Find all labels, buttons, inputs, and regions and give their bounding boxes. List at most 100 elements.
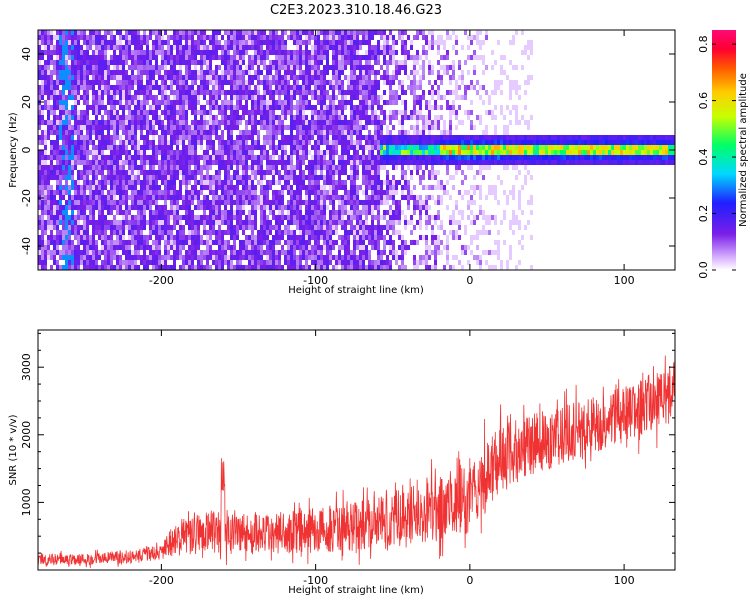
spectrogram-cell bbox=[275, 135, 278, 140]
spectrogram-cell bbox=[278, 70, 281, 75]
spectrogram-cell bbox=[167, 100, 170, 105]
spectrogram-cell bbox=[269, 180, 272, 185]
spectrogram-cell bbox=[239, 35, 242, 40]
spectrogram-cell bbox=[278, 180, 281, 185]
spectrogram-cell bbox=[47, 225, 50, 230]
spectrogram-cell bbox=[305, 135, 308, 140]
spectrogram-cell bbox=[293, 40, 296, 45]
spectrogram-cell bbox=[146, 160, 149, 165]
spectrogram-cell bbox=[359, 250, 362, 255]
spectrogram-cell bbox=[53, 235, 56, 240]
spectrogram-cell bbox=[230, 225, 233, 230]
spectrogram-cell bbox=[251, 195, 254, 200]
spectrogram-cell bbox=[80, 45, 83, 50]
spectrogram-cell bbox=[194, 95, 197, 100]
spectrogram-cell bbox=[362, 160, 365, 165]
spectrogram-cell bbox=[122, 130, 125, 135]
spectrogram-cell bbox=[59, 205, 62, 210]
spectrogram-cell bbox=[386, 100, 389, 105]
spectrogram-cell bbox=[308, 230, 311, 235]
spectrogram-cell bbox=[188, 190, 191, 195]
spectrogram-cell bbox=[332, 255, 335, 260]
spectrogram-cell bbox=[146, 255, 149, 260]
spectrogram-cell bbox=[155, 255, 158, 260]
spectrogram-cell bbox=[107, 60, 110, 65]
spectrogram-cell bbox=[362, 65, 365, 70]
spectrogram-cell bbox=[47, 85, 50, 90]
spectrogram-cell bbox=[149, 205, 152, 210]
spectrogram-cell bbox=[44, 155, 47, 160]
spectrogram-cell bbox=[149, 50, 152, 55]
spectrogram-cell bbox=[191, 135, 194, 140]
spectrogram-cell bbox=[50, 265, 53, 270]
spectrogram-cell bbox=[137, 125, 140, 130]
spectrogram-cell bbox=[323, 55, 326, 60]
spectrogram-cell bbox=[383, 160, 386, 165]
spectrogram-cell bbox=[275, 240, 278, 245]
spectrogram-cell bbox=[161, 195, 164, 200]
spectrogram-cell bbox=[155, 40, 158, 45]
spectrogram-cell bbox=[143, 190, 146, 195]
spectrogram-cell bbox=[317, 95, 320, 100]
spectrogram-cell bbox=[275, 30, 278, 35]
spectrogram-cell bbox=[173, 260, 176, 265]
spectrogram-cell bbox=[164, 75, 167, 80]
spectrogram-cell bbox=[332, 160, 335, 165]
spectrogram-cell bbox=[89, 200, 92, 205]
spectrogram-cell bbox=[308, 245, 311, 250]
spectrogram-cell bbox=[233, 35, 236, 40]
spectrogram-cell bbox=[53, 245, 56, 250]
spectrogram-cell bbox=[161, 215, 164, 220]
spectrogram-cell bbox=[98, 40, 101, 45]
spectrogram-cell bbox=[239, 210, 242, 215]
spectrogram-cell bbox=[71, 255, 74, 260]
spectrogram-cell bbox=[65, 210, 68, 215]
spectrogram-cell bbox=[113, 130, 116, 135]
spectrogram-cell bbox=[77, 115, 80, 120]
spectrogram-cell bbox=[308, 175, 311, 180]
spectrogram-cell bbox=[68, 115, 71, 120]
spectrogram-cell bbox=[329, 200, 332, 205]
spectrogram-cell bbox=[290, 175, 293, 180]
spectrogram-cell bbox=[101, 250, 104, 255]
spectrogram-cell bbox=[59, 80, 62, 85]
spectrogram-cell bbox=[44, 250, 47, 255]
spectrogram-cell bbox=[167, 105, 170, 110]
spectrogram-cell bbox=[329, 260, 332, 265]
spectrogram-cell bbox=[131, 135, 134, 140]
spectrogram-cell bbox=[242, 40, 245, 45]
spectrogram-cell bbox=[137, 230, 140, 235]
spectrogram-cell bbox=[380, 225, 383, 230]
spectrogram-cell bbox=[239, 80, 242, 85]
spectrogram-cell bbox=[350, 140, 353, 145]
spectrogram-cell bbox=[245, 50, 248, 55]
spectrogram-cell bbox=[155, 260, 158, 265]
spectrogram-cell bbox=[362, 100, 365, 105]
spectrogram-cell bbox=[239, 225, 242, 230]
spectrogram-cell bbox=[323, 65, 326, 70]
spectrogram-cell bbox=[59, 125, 62, 130]
spectrogram-cell bbox=[335, 210, 338, 215]
spectrogram-cell bbox=[386, 265, 389, 270]
spectrogram-cell bbox=[260, 110, 263, 115]
spectrogram-cell bbox=[56, 95, 59, 100]
spectrogram-cell bbox=[152, 170, 155, 175]
spectrogram-cell bbox=[152, 95, 155, 100]
spectrogram-cell bbox=[95, 205, 98, 210]
spectrogram-cell bbox=[257, 55, 260, 60]
spectrogram-cell bbox=[179, 240, 182, 245]
spectrogram-cell bbox=[50, 55, 53, 60]
spectrogram-cell bbox=[209, 230, 212, 235]
spectrogram-cell bbox=[191, 155, 194, 160]
spectrogram-cell bbox=[173, 215, 176, 220]
spectrogram-cell bbox=[284, 80, 287, 85]
spectrogram-cell bbox=[266, 135, 269, 140]
spectrogram-cell bbox=[125, 130, 128, 135]
spectrogram-cell bbox=[392, 125, 395, 130]
spectrogram-cell bbox=[350, 120, 353, 125]
spectrogram-cell bbox=[278, 220, 281, 225]
spectrogram-cell bbox=[338, 135, 341, 140]
spectrogram-cell bbox=[317, 85, 320, 90]
spectrogram-cell bbox=[113, 115, 116, 120]
spectrogram-cell bbox=[188, 160, 191, 165]
